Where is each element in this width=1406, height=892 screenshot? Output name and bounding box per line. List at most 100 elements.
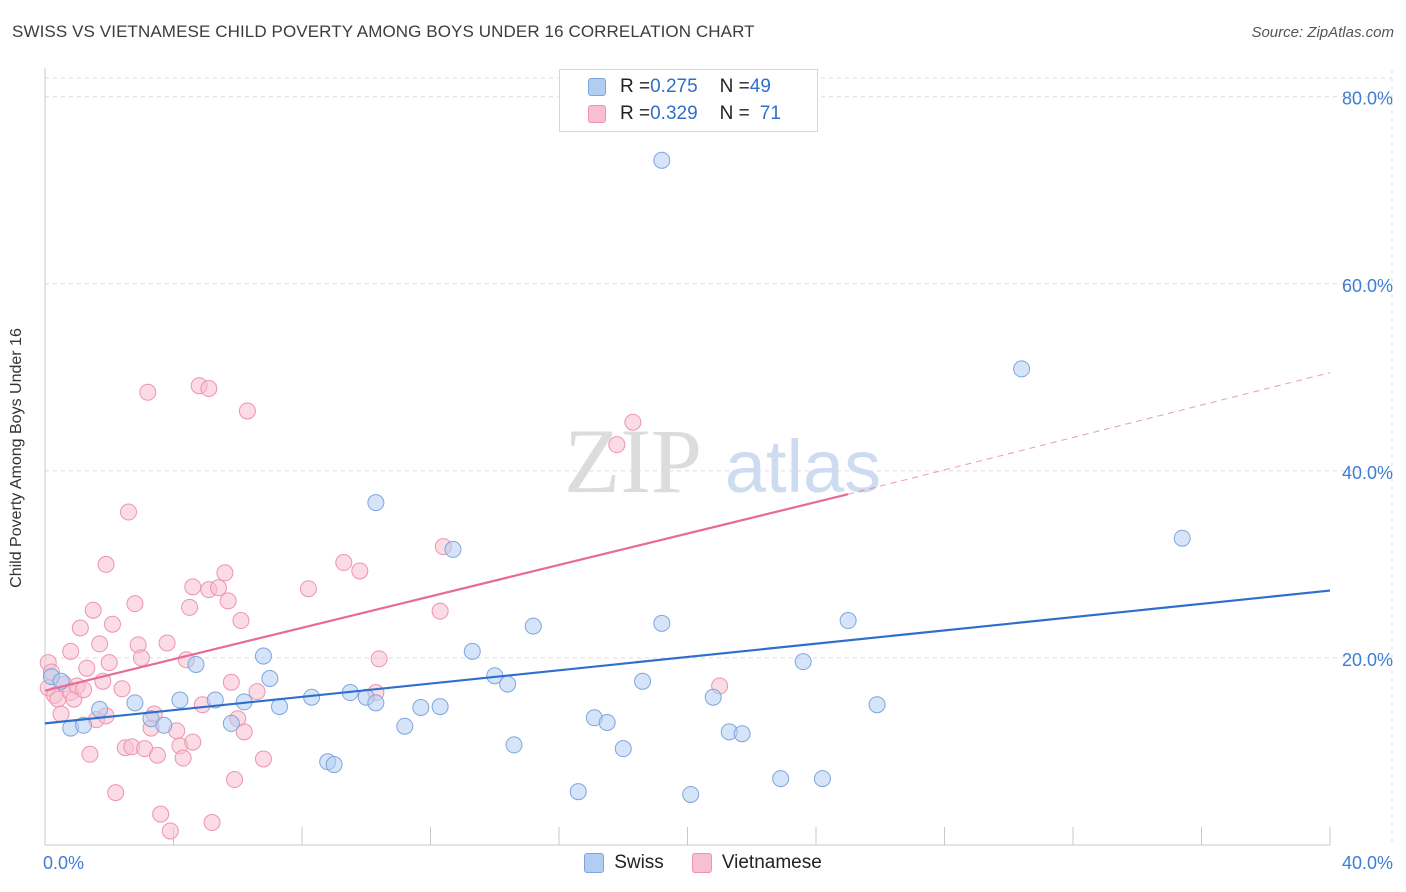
swiss-point — [271, 698, 289, 716]
x-tick-label: 0.0% — [43, 853, 84, 873]
vietnamese-point — [97, 555, 115, 573]
vietnamese-point — [107, 784, 125, 802]
swiss-point — [412, 699, 430, 717]
vietnamese-trend-extension — [848, 372, 1331, 495]
vietnamese-point — [299, 580, 317, 598]
swiss-trend-line — [44, 589, 1331, 725]
vietnamese-point — [232, 612, 250, 630]
vietnamese-point — [226, 771, 244, 789]
swiss-point — [254, 647, 272, 665]
vietnamese-point — [71, 619, 89, 637]
vietnamese-point — [120, 503, 138, 521]
swiss-point — [598, 713, 616, 731]
swiss-point — [261, 670, 279, 688]
source-credit: Source: ZipAtlas.com — [1251, 24, 1394, 41]
grid-lines — [45, 70, 1393, 845]
vietnamese-point — [100, 654, 118, 672]
vietnamese-point — [75, 681, 93, 699]
swiss-point — [614, 740, 632, 758]
vietnamese-point — [248, 683, 266, 701]
x-tick-labels: 0.0% 40.0% — [43, 853, 1393, 873]
legend-item-swiss: Swiss — [584, 852, 664, 874]
vietnamese-point — [254, 750, 272, 768]
vietnamese-point — [219, 592, 237, 610]
vietnamese-point — [203, 814, 221, 832]
swiss-point — [325, 756, 343, 774]
swiss-point — [75, 716, 93, 734]
vietnamese-trend-line — [44, 493, 849, 692]
swiss-swatch — [584, 853, 605, 873]
vietnamese-point — [184, 733, 202, 751]
vietnamese-point — [62, 642, 80, 660]
swiss-point — [367, 694, 385, 712]
swiss-point — [704, 688, 722, 706]
vietnamese-point — [238, 402, 256, 420]
vietnamese-point — [351, 562, 369, 580]
swiss-point — [367, 494, 385, 512]
swiss-swatch — [588, 78, 606, 96]
swiss-point — [868, 696, 886, 714]
legend-r-value: 0.329 — [650, 103, 698, 124]
vietnamese-point — [174, 749, 192, 767]
swiss-point — [682, 785, 700, 803]
chart-title: SWISS VS VIETNAMESE CHILD POVERTY AMONG … — [12, 22, 755, 41]
vietnamese-point — [235, 723, 253, 741]
swiss-point — [839, 612, 857, 630]
swiss-point — [396, 717, 414, 735]
vietnamese-point — [91, 635, 109, 653]
vietnamese-point — [431, 602, 449, 620]
swiss-point — [653, 614, 671, 632]
vietnamese-point — [335, 554, 353, 572]
vietnamese-point — [624, 413, 642, 431]
swiss-point — [499, 675, 517, 693]
y-axis-label: Child Poverty Among Boys Under 16 — [8, 328, 25, 588]
legend-r-label: R = — [620, 103, 651, 124]
legend-item-vietnamese: Vietnamese — [691, 852, 822, 874]
swiss-point — [171, 691, 189, 709]
swiss-point — [187, 655, 205, 673]
y-tick-label: 80.0% — [1342, 89, 1393, 109]
swiss-point — [155, 716, 173, 734]
legend-label-vietnamese: Vietnamese — [721, 852, 822, 873]
vietnamese-point — [370, 650, 388, 668]
vietnamese-point — [113, 680, 131, 698]
swiss-point — [222, 714, 240, 732]
trend-lines — [44, 372, 1331, 725]
y-tick-label: 60.0% — [1342, 276, 1393, 296]
vietnamese-point — [84, 601, 102, 619]
vietnamese-point — [148, 746, 166, 764]
vietnamese-point — [81, 745, 99, 763]
vietnamese-point — [152, 805, 170, 823]
series-legend: Swiss Vietnamese — [0, 852, 1406, 874]
watermark-atlas: atlas — [725, 425, 881, 508]
vietnamese-point — [52, 705, 70, 723]
legend-label-swiss: Swiss — [614, 852, 664, 873]
vietnamese-point — [126, 595, 144, 613]
vietnamese-point — [222, 673, 240, 691]
vietnamese-swatch — [691, 853, 712, 873]
swiss-point — [206, 691, 224, 709]
swiss-point — [1173, 529, 1191, 547]
vietnamese-swatch — [588, 105, 606, 123]
swiss-point — [463, 642, 481, 660]
vietnamese-point — [608, 436, 626, 454]
vietnamese-point — [216, 564, 234, 582]
swiss-point — [431, 698, 449, 716]
swiss-point — [444, 540, 462, 558]
legend-n-value: 71 — [759, 103, 781, 124]
y-tick-labels: 20.0% 40.0% 60.0% 80.0% — [1342, 89, 1393, 670]
vietnamese-points — [39, 377, 729, 840]
swiss-point — [813, 770, 831, 788]
swiss-point — [794, 653, 812, 671]
vietnamese-point — [209, 579, 227, 597]
swiss-point — [91, 700, 109, 718]
vietnamese-point — [181, 598, 199, 616]
vietnamese-point — [78, 659, 96, 677]
vietnamese-point — [139, 383, 157, 401]
legend-r-label: R = — [620, 76, 651, 97]
correlation-legend: R = 0.275 N = 49 R = 0.329 N = 71 — [559, 69, 818, 132]
swiss-point — [772, 770, 790, 788]
swiss-point — [733, 725, 751, 743]
vietnamese-point — [103, 615, 121, 633]
